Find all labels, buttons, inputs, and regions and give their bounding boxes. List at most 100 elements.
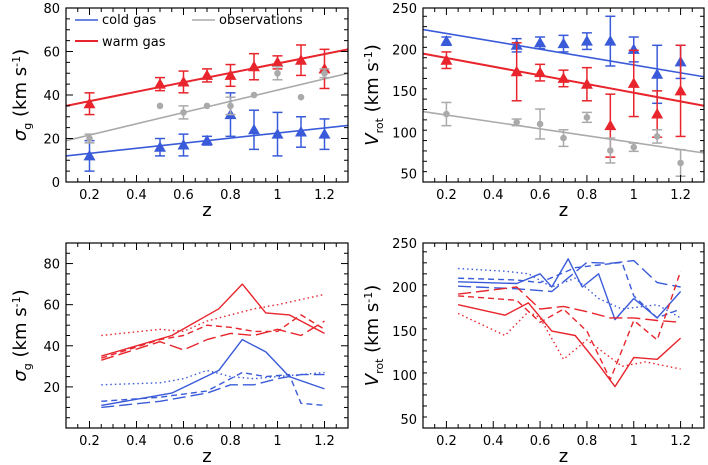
marker-point-warm: [224, 69, 237, 80]
y-tick-label: 200: [392, 43, 417, 58]
y-tick-label: 100: [392, 369, 417, 384]
series-line-warm-solid: [457, 302, 682, 388]
y-axis-label-part: ): [10, 49, 31, 56]
y-axis-label-part: g: [21, 363, 34, 370]
y-tick-label: 250: [392, 237, 417, 252]
y-axis-label-part: (km s: [362, 303, 383, 359]
y-tick-label: 50: [400, 413, 417, 428]
marker-point-obs: [203, 102, 211, 110]
series-line-warm-dashed: [458, 270, 682, 381]
y-axis-label-part: (km s: [10, 307, 31, 363]
series-line-warm-solid: [101, 283, 325, 357]
marker-point-warm: [201, 69, 213, 80]
marker-point-obs: [86, 135, 93, 142]
x-axis-label: z: [202, 446, 211, 465]
x-tick-label: 1.2: [670, 434, 691, 449]
marker-point-obs: [321, 69, 328, 77]
y-tick-label: 80: [43, 258, 60, 273]
y-axis-label-part: ): [10, 289, 31, 296]
y-axis-label-part: -1: [362, 51, 375, 62]
y-tick-label: 80: [43, 2, 60, 17]
y-axis-label-part: ): [362, 285, 383, 292]
axes-frame: [65, 242, 349, 429]
x-tick-label: 1.2: [314, 188, 335, 203]
marker-point-warm: [627, 77, 640, 88]
y-tick-label: 0: [52, 176, 60, 191]
marker-point-cold: [318, 128, 331, 139]
marker-point-obs: [513, 119, 520, 126]
x-tick-label: 0.6: [530, 188, 551, 203]
panel-bottom-right: 0.2 0.4 0.6 0.8 1 1.2 50 100 150 200 250 z Vrot (km …: [362, 237, 705, 465]
series-line-warm-dotted: [457, 311, 681, 370]
plot-area: [66, 44, 348, 172]
marker-point-cold: [271, 128, 284, 139]
series-line-cold-dotted: [458, 267, 681, 319]
y-tick-label: 20: [43, 381, 60, 396]
y-axis-label-part: V: [362, 372, 383, 386]
marker-point-cold: [534, 36, 547, 48]
series-line-warm-dotted: [101, 293, 325, 337]
x-axis-label: z: [559, 446, 568, 465]
y-axis-label-part: -1: [362, 292, 375, 303]
marker-point-obs: [630, 143, 638, 151]
y-tick-label: 150: [392, 85, 417, 100]
y-tick-label: 40: [43, 89, 60, 104]
marker-point-warm: [248, 60, 260, 72]
y-axis-label: Vrot (km s-1): [362, 44, 386, 145]
axes-frame: [422, 242, 705, 429]
series-line-warm-longdash: [101, 320, 325, 361]
marker-point-cold: [557, 37, 570, 49]
marker-point-warm: [534, 66, 547, 78]
y-axis-label-part: g: [21, 123, 34, 130]
x-tick-label: 0.8: [577, 434, 598, 449]
x-tick-label: 0.2: [79, 188, 100, 203]
legend-label-warm: warm gas: [102, 35, 166, 50]
marker-point-warm: [83, 97, 96, 109]
x-tick-label: 0.2: [436, 188, 457, 203]
marker-point-warm: [674, 84, 687, 96]
x-tick-label: 0.2: [79, 434, 100, 449]
x-axis-label: z: [202, 200, 211, 221]
legend: cold gas warm gas observations: [75, 13, 303, 50]
y-axis-label-part: V: [362, 132, 383, 146]
marker-point-warm: [604, 119, 617, 131]
marker-point-obs: [536, 120, 544, 128]
panel-bottom-left: 0.2 0.4 0.6 0.8 1 1.2 20 40 60 80 z σg (km s-1): [10, 242, 349, 465]
marker-point-warm: [440, 54, 453, 65]
y-tick-label: 250: [392, 2, 417, 17]
marker-point-warm: [295, 54, 307, 65]
legend-label-cold: cold gas: [102, 13, 156, 28]
plot-area: [423, 15, 704, 177]
x-tick-label: 0.6: [173, 188, 194, 203]
x-tick-label: 0.4: [126, 434, 147, 449]
marker-point-obs: [227, 102, 234, 110]
marker-point-cold: [580, 35, 593, 46]
y-axis-label-part: -1: [10, 296, 23, 307]
marker-point-cold: [248, 123, 260, 135]
x-tick-label: 0.8: [220, 434, 241, 449]
marker-point-warm: [580, 78, 593, 89]
marker-point-cold: [83, 149, 96, 161]
marker-point-obs: [583, 114, 591, 121]
marker-point-obs: [443, 110, 450, 118]
marker-point-obs: [156, 102, 164, 110]
x-tick-label: 1.2: [314, 434, 335, 449]
y-tick-label: 100: [392, 126, 417, 141]
y-axis-label-part: ): [362, 44, 383, 51]
marker-point-obs: [250, 91, 258, 99]
marker-point-cold: [154, 141, 166, 152]
marker-point-cold: [295, 125, 307, 137]
x-tick-label: 0.8: [577, 188, 598, 203]
plot-area: [457, 258, 682, 388]
series-line-cold-longdash: [101, 373, 325, 409]
x-tick-label: 0.4: [483, 188, 504, 203]
marker-point-obs: [607, 147, 614, 154]
marker-point-warm: [154, 78, 166, 89]
x-tick-label: 1: [630, 188, 638, 203]
x-tick-label: 0.4: [126, 188, 147, 203]
x-tick-label: 1: [630, 434, 638, 449]
marker-point-cold: [201, 134, 213, 146]
y-tick-label: 20: [43, 133, 60, 148]
